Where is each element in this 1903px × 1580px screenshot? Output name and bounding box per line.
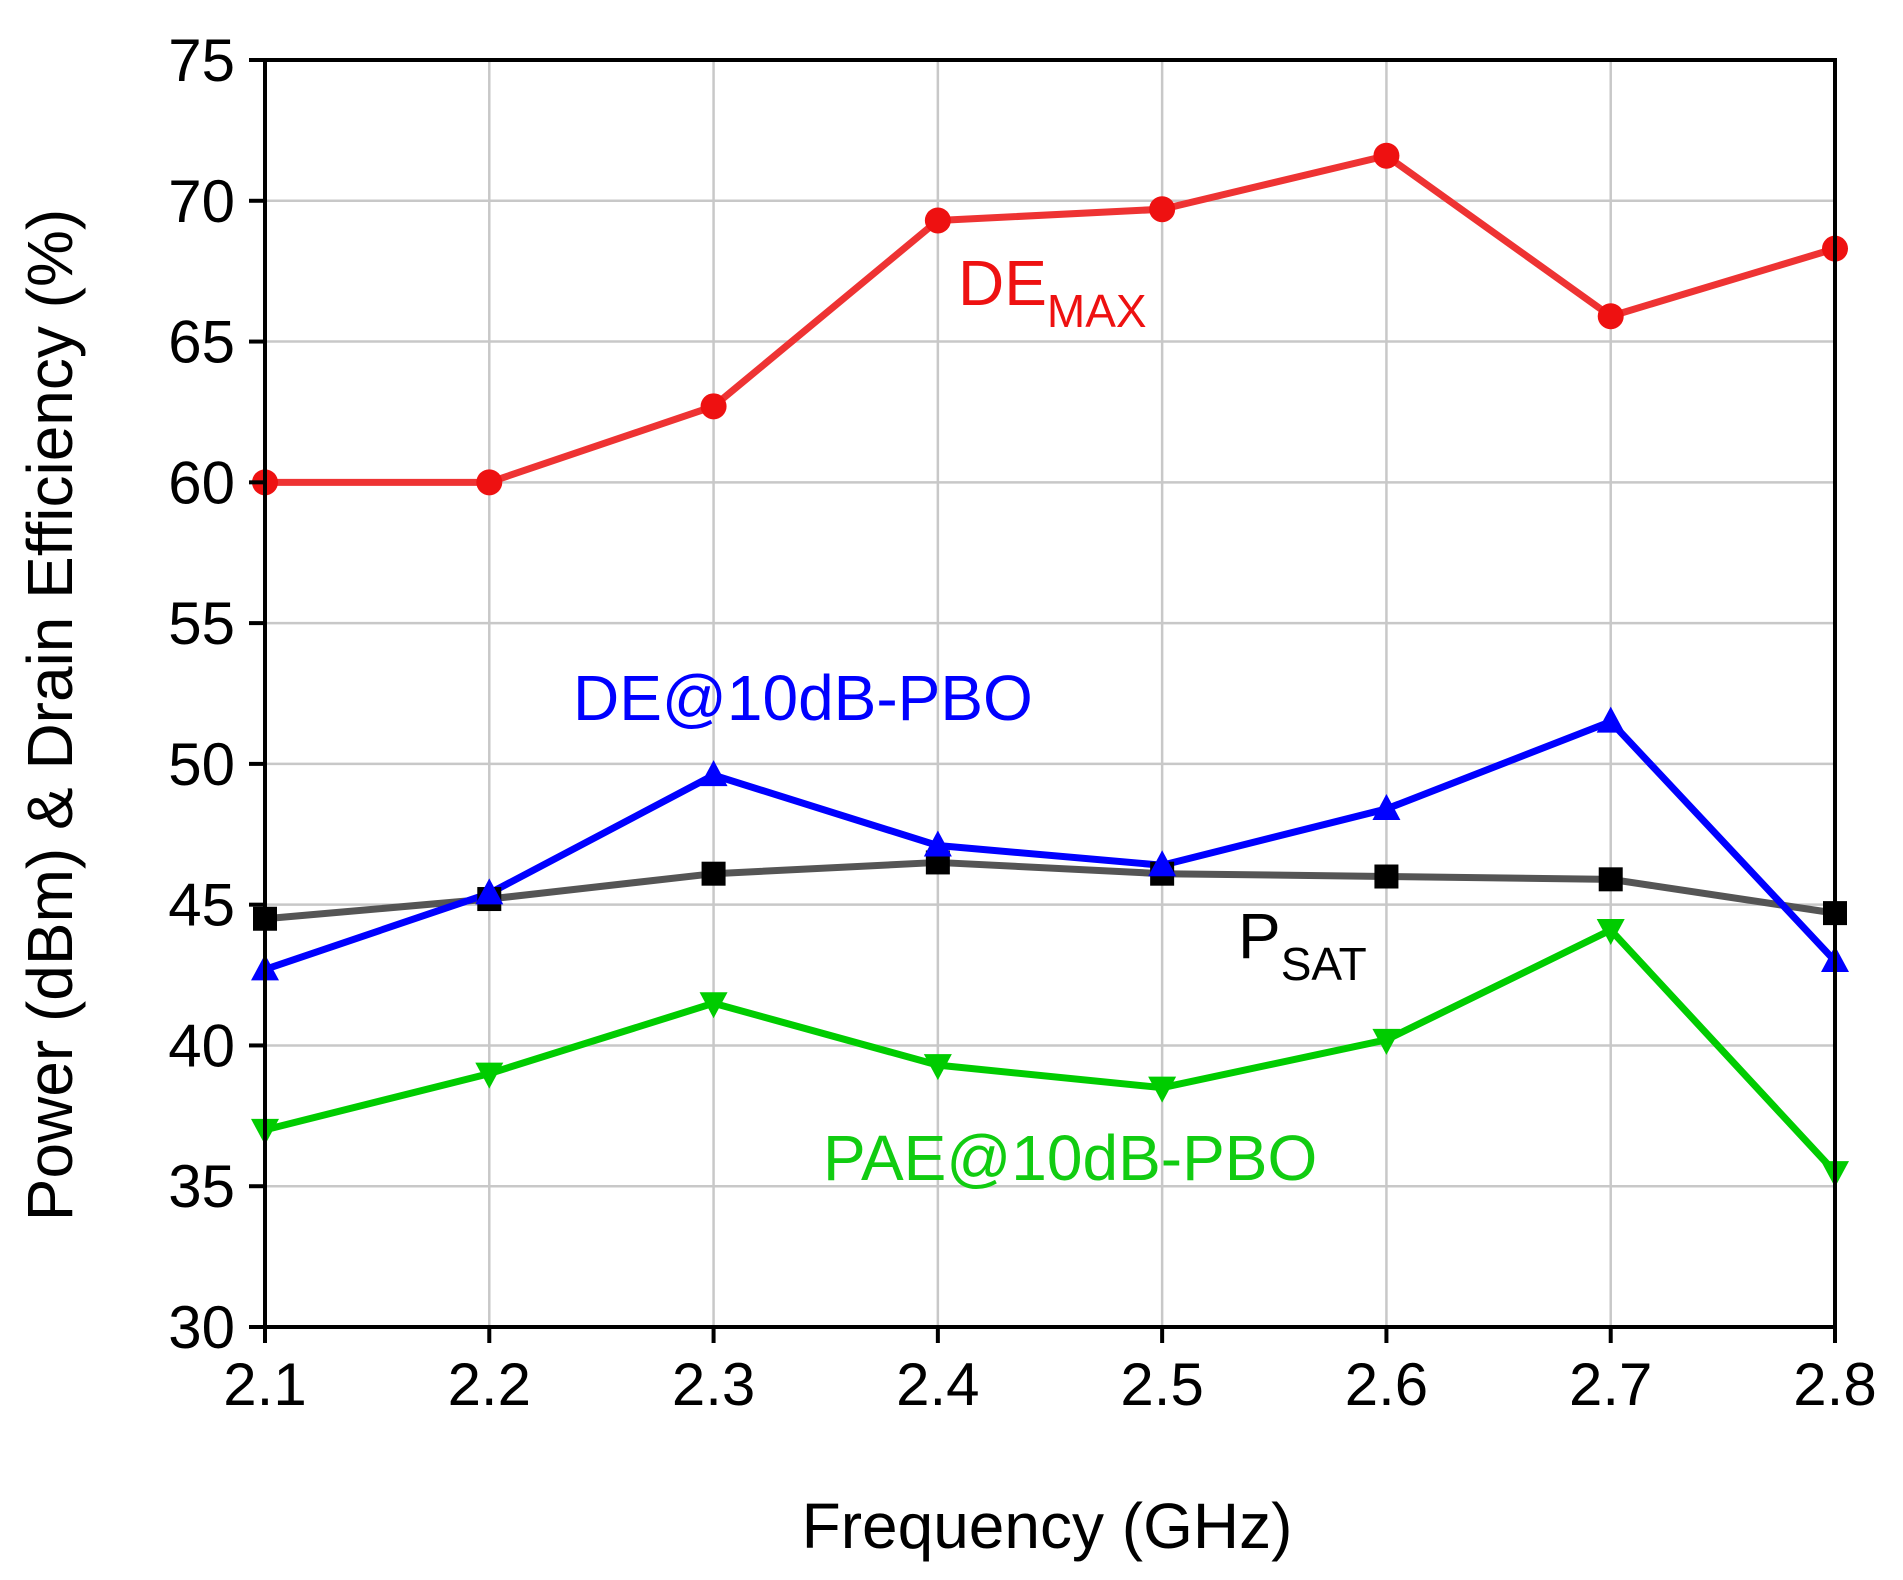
x-tick-label: 2.8 <box>1793 1351 1876 1418</box>
x-tick-label: 2.7 <box>1569 1351 1652 1418</box>
data-point-pae-10db-pbo <box>923 1054 952 1081</box>
data-point-demax <box>476 469 503 496</box>
x-tick-label: 2.2 <box>448 1351 531 1418</box>
data-point-de-10db-pbo <box>1596 706 1625 733</box>
series-line-psat <box>264 858 1836 923</box>
y-tick-label: 75 <box>168 27 235 94</box>
data-point-de-10db-pbo <box>923 830 952 857</box>
data-point-demax <box>700 393 727 420</box>
x-tick-label: 2.1 <box>223 1351 306 1418</box>
series-label-pae-pbo: PAE@10dB-PBO <box>823 1122 1317 1194</box>
series-line-de-10db-pbo <box>263 718 1838 973</box>
series-line-pae-10db-pbo <box>264 926 1838 1175</box>
series-markers <box>251 142 1849 1188</box>
data-point-pae-10db-pbo <box>1596 919 1625 946</box>
series-label-psat: PSAT <box>1238 900 1367 990</box>
data-point-de-10db-pbo <box>1372 793 1401 820</box>
data-point-pae-10db-pbo <box>1148 1076 1177 1103</box>
data-point-de-10db-pbo <box>1148 850 1177 877</box>
data-point-de-10db-pbo <box>475 878 504 905</box>
y-tick-label: 55 <box>168 590 235 657</box>
data-point-demax <box>1149 196 1176 223</box>
y-tick-label: 70 <box>168 168 235 235</box>
x-tick-label: 2.3 <box>672 1351 755 1418</box>
y-tick-label: 35 <box>168 1153 235 1220</box>
y-tick-label: 45 <box>168 872 235 939</box>
data-point-pae-10db-pbo <box>1372 1028 1401 1055</box>
series-line-demax <box>265 152 1837 486</box>
series-label-demax: DEMAX <box>958 247 1147 337</box>
y-tick-label: 50 <box>168 731 235 798</box>
plot-frame <box>263 58 1837 1329</box>
series-label-demax-main: DE <box>958 247 1047 319</box>
y-axis-label: Power (dBm) & Drain Efficiency (%) <box>14 209 86 1221</box>
data-point-demax <box>1597 303 1624 330</box>
data-point-pae-10db-pbo <box>699 992 728 1019</box>
y-tick-label: 60 <box>168 449 235 516</box>
x-tick-label: 2.4 <box>896 1351 979 1418</box>
y-tick-label: 30 <box>168 1294 235 1361</box>
x-axis-label: Frequency (GHz) <box>802 1490 1293 1562</box>
x-tick-label: 2.6 <box>1345 1351 1428 1418</box>
y-tick-label: 65 <box>168 309 235 376</box>
y-tick-label: 40 <box>168 1012 235 1079</box>
data-point-psat <box>1374 864 1399 889</box>
data-point-demax <box>1373 142 1400 169</box>
series-label-psat-main: P <box>1238 900 1281 972</box>
data-point-demax <box>924 207 951 234</box>
axis-ticks: 2.1 2.2 2.3 2.4 2.5 2.6 2.7 2.8 30 35 40 45 50 55 60 65… <box>168 27 1876 1418</box>
series-label-de-pbo: DE@10dB-PBO <box>573 662 1033 734</box>
data-point-pae-10db-pbo <box>475 1062 504 1089</box>
series-lines <box>263 152 1838 1175</box>
series-label-psat-sub: SAT <box>1281 938 1367 990</box>
x-tick-label: 2.5 <box>1120 1351 1203 1418</box>
data-point-psat <box>1598 867 1623 892</box>
series-label-demax-sub: MAX <box>1047 285 1147 337</box>
data-point-psat <box>701 861 726 886</box>
data-point-de-10db-pbo <box>699 760 728 787</box>
